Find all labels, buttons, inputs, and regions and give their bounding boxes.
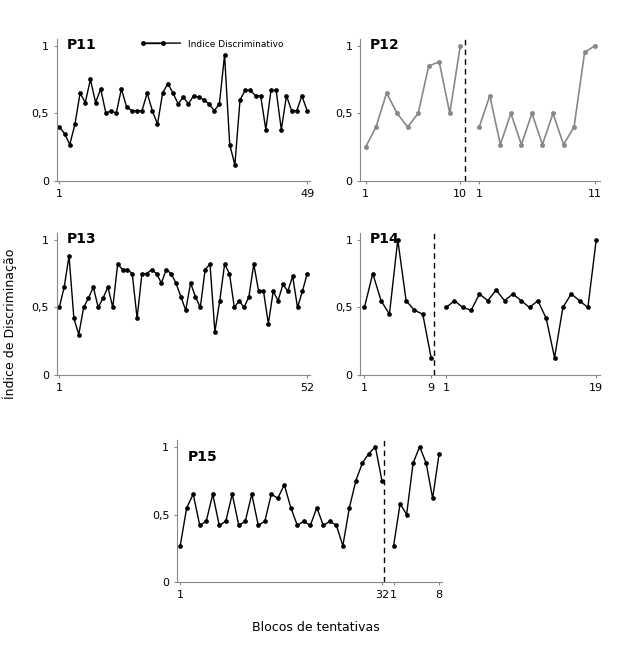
Text: P14: P14 xyxy=(370,232,399,246)
Text: P12: P12 xyxy=(370,38,399,52)
Text: Indice Discriminativo: Indice Discriminativo xyxy=(188,40,284,49)
Text: P15: P15 xyxy=(188,450,217,465)
Text: Índice de Discriminação: Índice de Discriminação xyxy=(3,248,16,399)
Text: Blocos de tentativas: Blocos de tentativas xyxy=(252,621,380,634)
Text: P11: P11 xyxy=(67,38,97,52)
Text: P13: P13 xyxy=(67,232,97,246)
